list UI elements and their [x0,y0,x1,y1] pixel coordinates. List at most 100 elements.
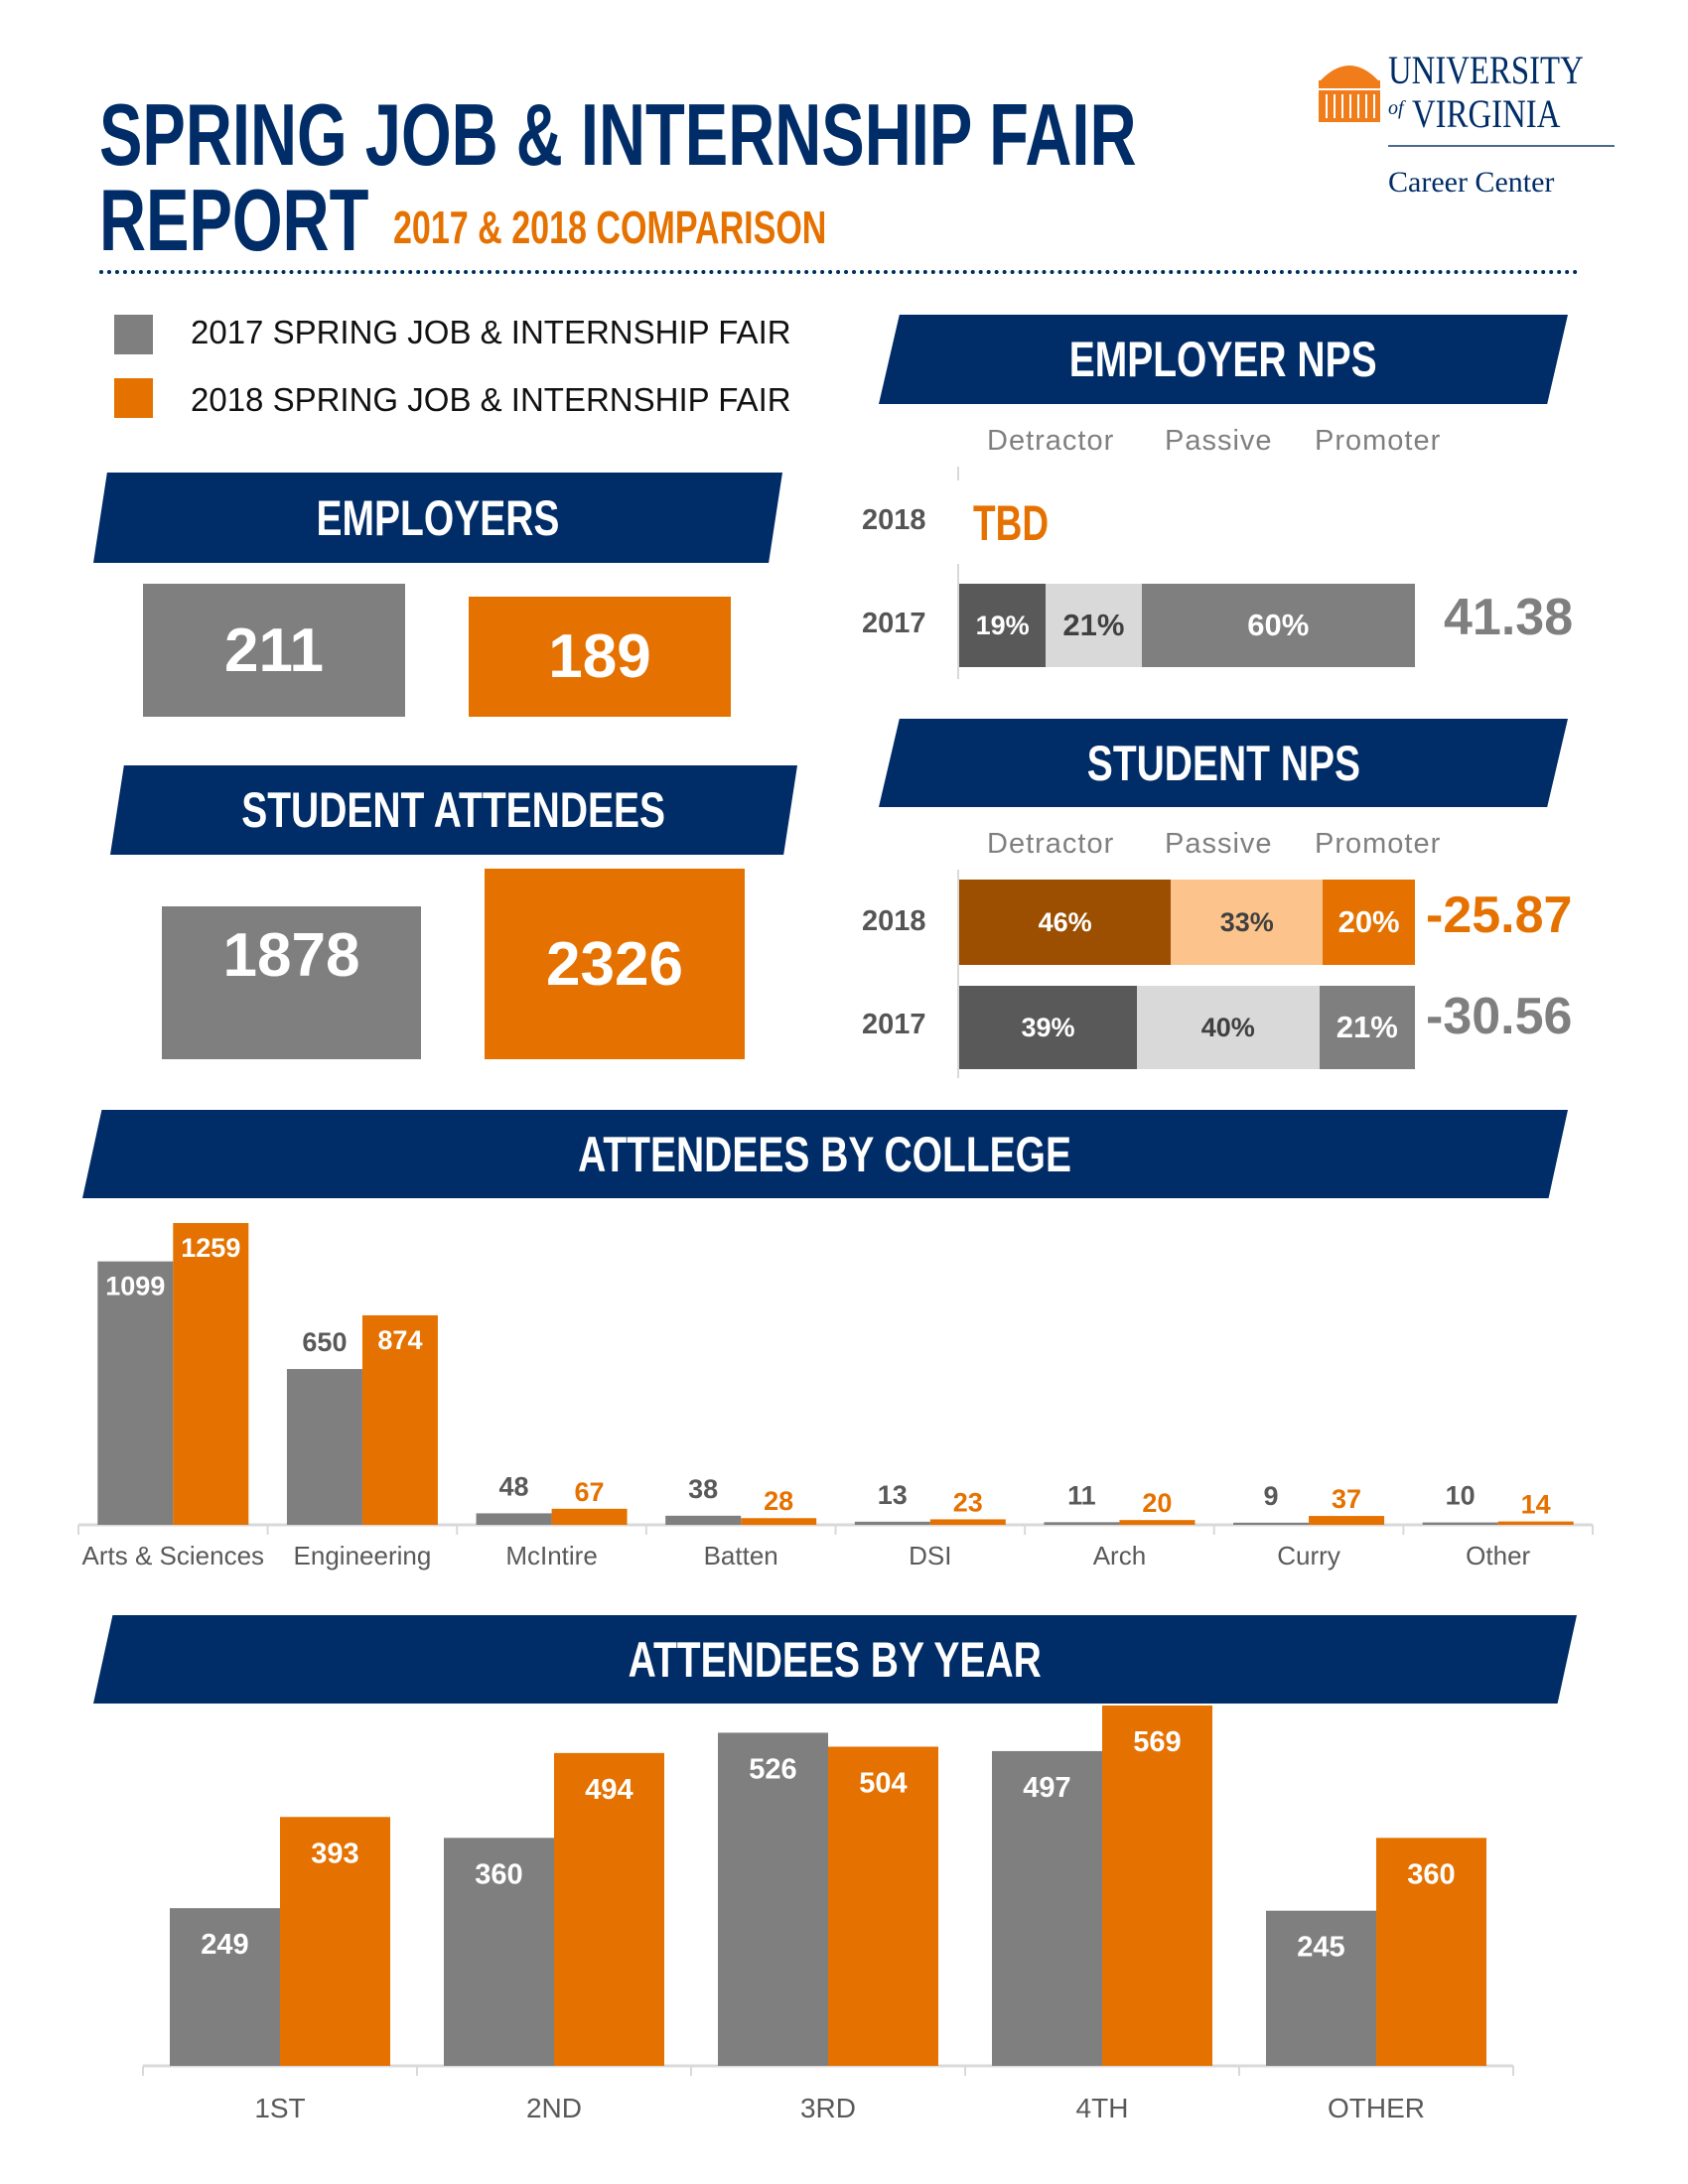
students-2018-box: 2326 [485,869,745,1059]
bar-2017 [665,1515,742,1525]
bar-2017 [1233,1522,1310,1525]
attendees-by-year-chart: 1ST 249 393 2ND 360 494 3RD 526 504 4TH 497 569 OTHE… [142,1706,1514,2123]
uva-career-center-logo: UNIVERSITY of VIRGINIA Career Center [1317,51,1615,204]
category-label: Other [1466,1541,1530,1570]
attendees-by-year-banner: ATTENDEES BY YEAR [93,1615,1577,1704]
attendees-by-college-chart: Arts & Sciences 1099 1259 Engineering 650 874… [77,1223,1594,1570]
data-label: 48 [499,1471,529,1501]
page-subtitle: 2017 & 2018 COMPARISON [393,202,827,253]
data-label: 504 [859,1767,907,1799]
student-nps-banner: STUDENT NPS [879,719,1568,807]
data-label: 9 [1264,1481,1279,1511]
bar-2018 [361,1314,438,1525]
data-label: 249 [201,1929,248,1961]
category-label: Arts & Sciences [82,1541,265,1570]
bar-2018 [929,1519,1006,1525]
bar-2017 [97,1261,174,1525]
header-divider [99,270,1579,274]
data-label: 14 [1521,1490,1551,1520]
bar-2018 [554,1752,664,2066]
bar-2017 [1422,1522,1498,1525]
bar-2018 [1309,1516,1385,1525]
segment-promoter: 20% [1323,880,1415,965]
logo-virginia: VIRGINIA [1412,91,1561,136]
students-2018-value: 2326 [546,929,683,999]
student-nps-col-detractor: Detractor [987,828,1115,860]
data-label: 10 [1446,1481,1476,1511]
employer-nps-col-detractor: Detractor [987,425,1115,457]
segment-promoter: 60% [1141,584,1415,667]
legend-swatch-2017 [114,315,153,354]
page-title: SPRING JOB & INTERNSHIP FAIR [99,85,1137,184]
employer-nps-col-passive: Passive [1165,425,1273,457]
employers-banner: EMPLOYERS [93,473,782,563]
employers-2017-box: 211 [143,584,405,717]
bar-2018 [173,1223,249,1525]
page-title-line2: REPORT [99,171,369,269]
student-nps-year-2018: 2018 [862,905,926,937]
employer-nps-year-2018: 2018 [862,504,926,536]
students-2017-box: 1878 [162,906,421,1059]
bar-2017 [444,1838,554,2066]
bar-2018 [1102,1706,1212,2066]
student-nps-col-passive: Passive [1165,828,1273,860]
legend-swatch-2018 [114,378,153,418]
legend-label-2017: 2017 SPRING JOB & INTERNSHIP FAIR [191,314,791,350]
bar-2017 [1266,1910,1376,2066]
category-label: Arch [1093,1541,1146,1570]
student-nps-2017-bar: 39% 40% 21% [959,986,1415,1069]
data-label: 360 [1407,1858,1455,1890]
category-label: 4TH [1076,2093,1129,2123]
rotunda-icon [1319,66,1380,122]
bar-2017 [286,1369,362,1525]
segment-passive: 21% [1046,584,1142,667]
category-label: McIntire [505,1541,597,1570]
employer-nps-2017-score: 41.38 [1444,589,1574,646]
bar-2018 [828,1746,938,2066]
segment-passive: 40% [1137,986,1320,1069]
category-label: Engineering [294,1541,432,1570]
nps-axis-line [957,467,959,480]
employer-nps-banner: EMPLOYER NPS [879,315,1568,404]
student-nps-year-2017: 2017 [862,1009,926,1040]
bar-2017 [170,1908,280,2066]
segment-promoter: 21% [1319,986,1415,1069]
data-label: 13 [878,1480,908,1510]
data-label: 497 [1023,1772,1070,1804]
student-nps-2017-score: -30.56 [1426,988,1573,1045]
bar-2018 [280,1817,390,2066]
bar-2017 [718,1732,828,2066]
data-label: 526 [749,1753,796,1785]
bar-2017 [992,1750,1102,2066]
segment-detractor: 39% [959,986,1137,1069]
bar-2018 [551,1508,628,1525]
employer-nps-2017-bar: 19% 21% 60% [959,584,1415,667]
category-label: 3RD [800,2093,856,2123]
bar-2017 [476,1513,552,1525]
segment-detractor: 46% [959,880,1172,965]
data-label: 11 [1067,1480,1096,1510]
logo-of: of [1388,97,1404,119]
data-label: 23 [953,1487,983,1517]
category-label: Batten [704,1541,778,1570]
segment-passive: 33% [1171,880,1324,965]
bar-2018 [1119,1520,1196,1525]
data-label: 1099 [105,1272,165,1301]
bar-2017 [1044,1522,1120,1525]
attendees-by-college-banner: ATTENDEES BY COLLEGE [82,1110,1568,1198]
data-label: 67 [575,1477,605,1507]
data-label: 874 [377,1325,422,1355]
bar-2018 [1497,1521,1574,1525]
category-label: DSI [909,1541,951,1570]
logo-divider [1388,145,1615,147]
employer-nps-year-2017: 2017 [862,608,926,639]
data-label: 494 [585,1774,633,1806]
data-label: 38 [688,1474,718,1504]
category-label: 2ND [526,2093,582,2123]
nps-axis-line [957,564,959,679]
employers-2017-value: 211 [223,615,325,685]
category-label: Curry [1277,1541,1340,1570]
data-label: 360 [475,1858,522,1890]
data-label: 1259 [181,1233,240,1263]
bar-2018 [741,1518,817,1525]
